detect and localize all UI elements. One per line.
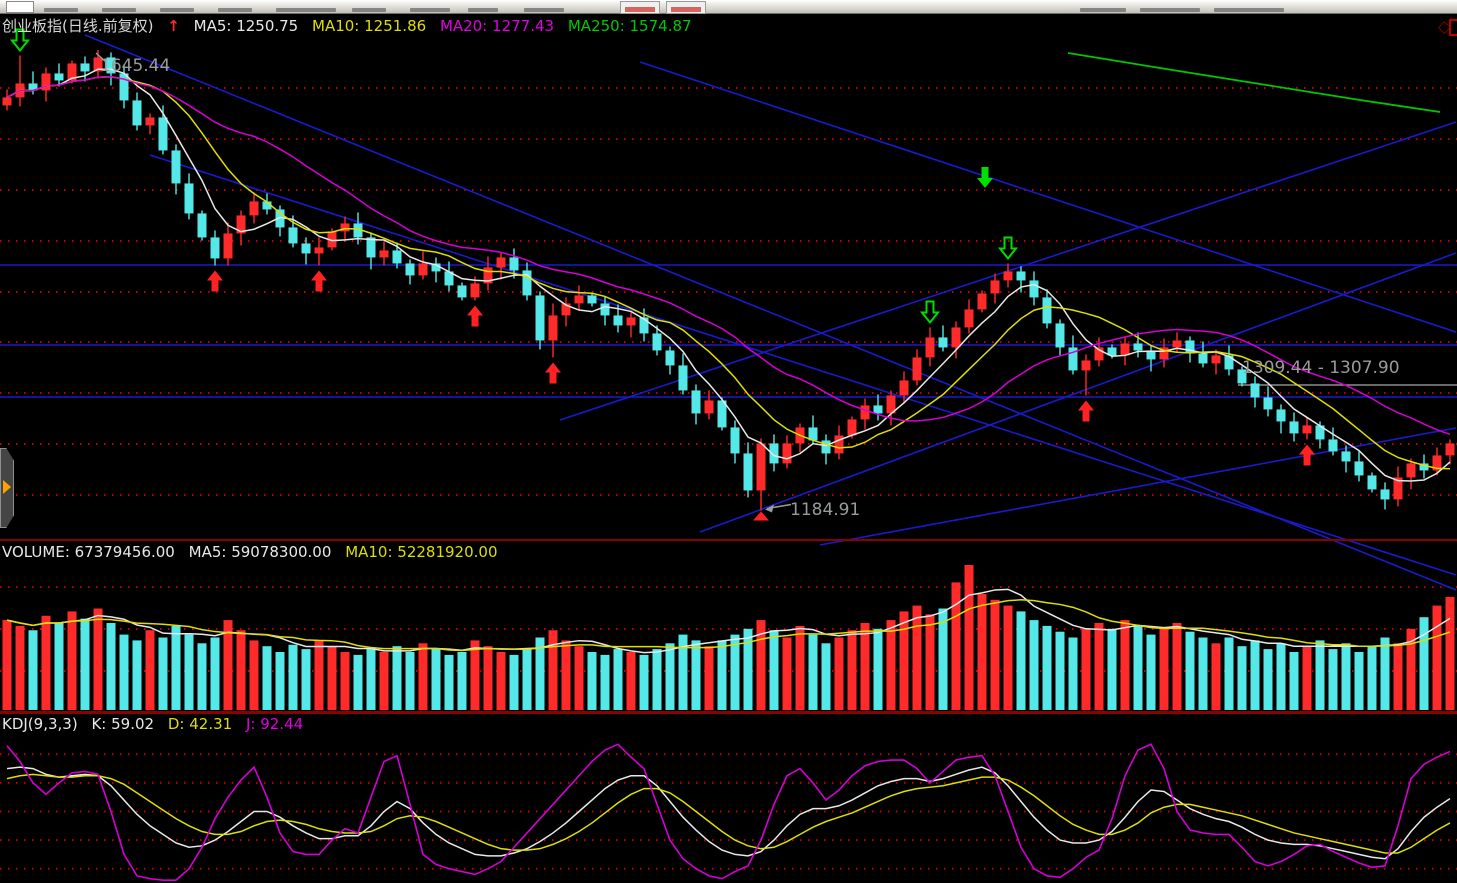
pane-divider[interactable]	[0, 711, 1457, 714]
trough-price-label: 1184.91	[790, 500, 861, 520]
kdj-k-readout: K: 59.02	[91, 715, 155, 733]
ma20-readout: MA20: 1277.43	[439, 17, 555, 35]
menu-item-stub[interactable]	[102, 8, 136, 12]
ma5-readout: MA5: 1250.75	[193, 17, 299, 35]
main-chart-header: 创业板指(日线.前复权) ↑ MA5: 1250.75 MA10: 1251.8…	[2, 15, 701, 36]
menu-item-stub[interactable]	[524, 8, 564, 12]
left-flyout-tab[interactable]	[0, 448, 14, 528]
corner-flag-icon[interactable]	[1449, 19, 1457, 36]
instrument-title: 创业板指(日线.前复权)	[2, 17, 154, 35]
toolbar-quote-box[interactable]	[666, 1, 706, 14]
kdj-header: KDJ(9,3,3) K: 59.02 D: 42.31 J: 92.44	[2, 715, 312, 733]
ma10-readout: MA10: 1251.86	[312, 17, 427, 35]
flyout-arrow-icon	[3, 480, 11, 494]
toolbar-input-stub[interactable]	[6, 1, 34, 13]
menu-item-stub[interactable]	[160, 8, 194, 12]
menu-item-stub[interactable]	[352, 8, 386, 12]
hline-price-label: 1309.44 - 1307.90	[1242, 358, 1400, 378]
up-arrow-icon: ↑	[167, 17, 180, 35]
menu-item-stub[interactable]	[44, 8, 78, 12]
kdj-j-readout: J: 92.44	[245, 715, 304, 733]
peak-price-label: 1645.44	[100, 56, 171, 76]
corner-diamond-icon[interactable]: ◇	[1437, 17, 1451, 37]
volume-header: VOLUME: 67379456.00 MA5: 59078300.00 MA1…	[2, 543, 507, 561]
menu-item-stub[interactable]	[410, 8, 450, 12]
pane-divider[interactable]	[0, 539, 1457, 541]
volume-ma10-readout: MA10: 52281920.00	[345, 543, 498, 561]
volume-readout: VOLUME: 67379456.00	[2, 543, 175, 561]
menu-item-stub[interactable]	[1080, 8, 1126, 12]
toolbar-quote-box[interactable]	[620, 1, 660, 14]
volume-ma5-readout: MA5: 59078300.00	[188, 543, 332, 561]
kdj-label: KDJ(9,3,3)	[2, 715, 78, 733]
menu-item-stub[interactable]	[276, 8, 336, 12]
menu-item-stub[interactable]	[1214, 8, 1284, 12]
kdj-d-readout: D: 42.31	[167, 715, 233, 733]
menu-item-stub[interactable]	[218, 8, 252, 12]
menu-item-stub[interactable]	[468, 8, 498, 12]
ma250-readout: MA250: 1574.87	[567, 17, 692, 35]
menu-item-stub[interactable]	[1140, 8, 1200, 12]
top-toolbar[interactable]	[0, 0, 1457, 14]
